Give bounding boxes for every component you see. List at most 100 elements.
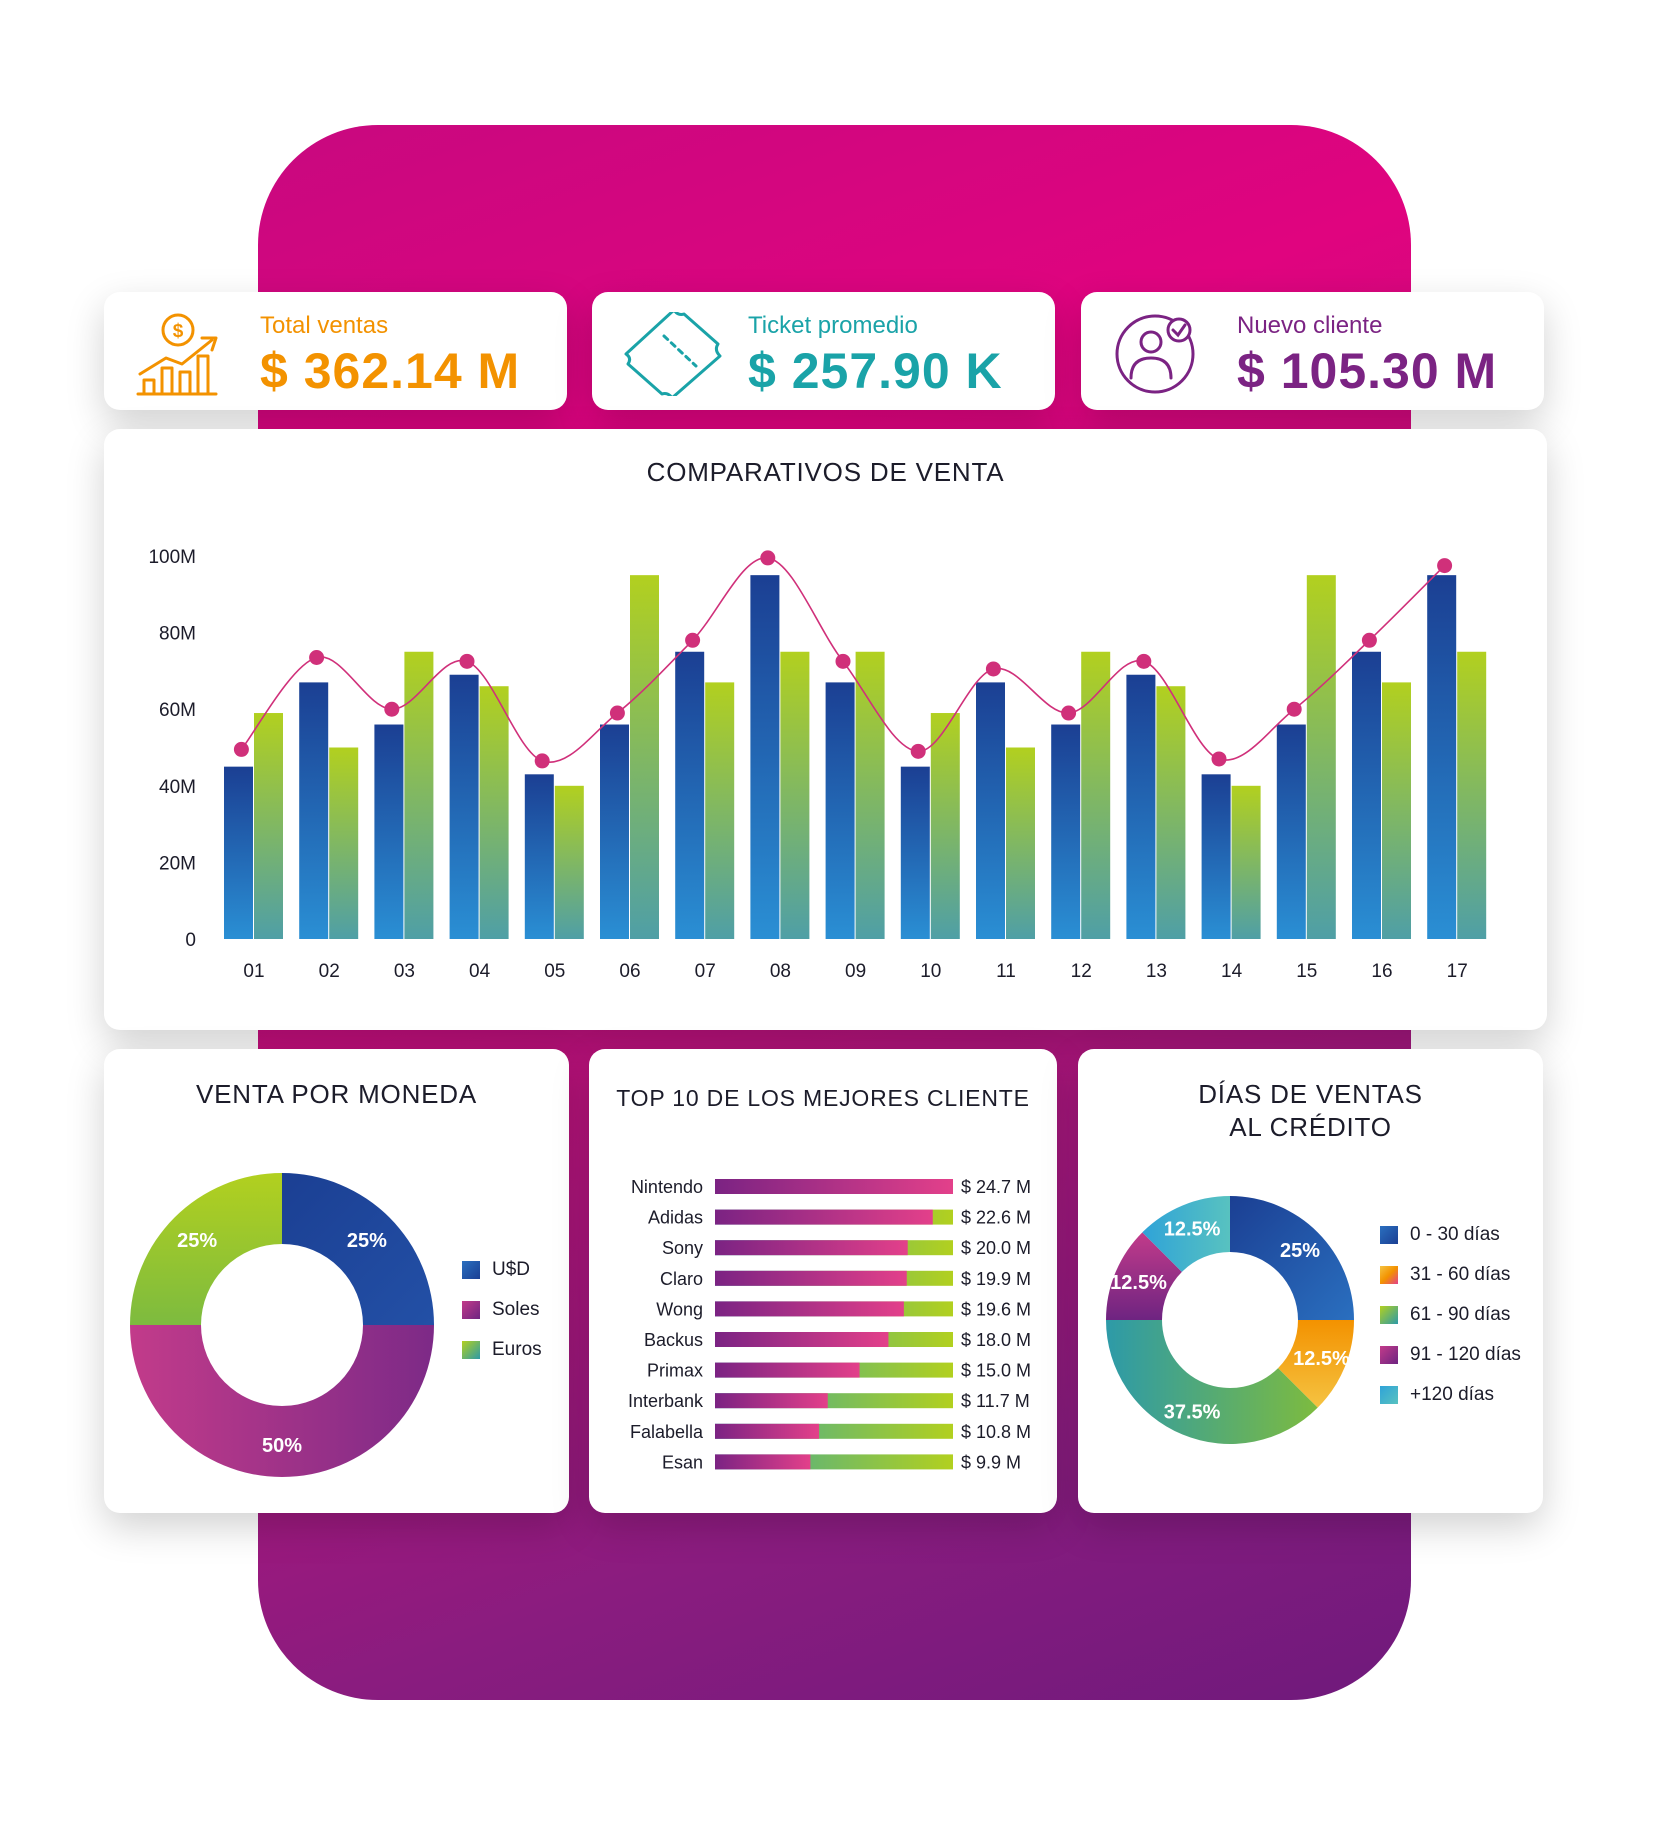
client-bar xyxy=(715,1270,907,1286)
bar-series-1 xyxy=(675,651,705,939)
x-tick-label: 03 xyxy=(394,961,415,982)
bar-series-1 xyxy=(224,766,253,939)
y-tick-label: 0 xyxy=(185,930,196,951)
legend-label: +120 días xyxy=(1410,1384,1494,1405)
dias-slice xyxy=(1278,1320,1354,1408)
client-bar xyxy=(715,1332,889,1347)
trend-point xyxy=(1211,751,1227,767)
legend-swatch xyxy=(1380,1226,1398,1244)
moneda-value-label: 25% xyxy=(177,1230,217,1252)
x-tick-label: 07 xyxy=(695,961,716,982)
moneda-slice xyxy=(130,1173,282,1325)
y-tick-label: 40M xyxy=(159,777,196,798)
bar-series-1 xyxy=(1427,575,1457,939)
client-name: Wong xyxy=(656,1299,703,1319)
bar-series-2 xyxy=(1306,575,1336,939)
bar-series-2 xyxy=(1457,651,1487,939)
dias-slice xyxy=(1142,1196,1230,1272)
kpi-value: $ 257.90 K xyxy=(748,343,1003,399)
y-tick-label: 80M xyxy=(159,624,196,645)
trend-point xyxy=(309,649,325,665)
legend-swatch xyxy=(1380,1346,1398,1364)
dias-slice xyxy=(1230,1196,1354,1320)
client-bar xyxy=(715,1179,953,1194)
bar-series-1 xyxy=(524,774,554,939)
kpi-card-total-ventas: $ Total ventas $ 362.14 M xyxy=(104,292,567,410)
trend-point xyxy=(459,653,475,669)
trend-point xyxy=(1286,701,1302,717)
client-value: $ 9.9 M xyxy=(961,1452,1021,1472)
client-value: $ 10.8 M xyxy=(961,1422,1031,1442)
dias-slice xyxy=(1106,1320,1318,1444)
client-bar xyxy=(715,1301,904,1317)
dias-value-label: 12.5% xyxy=(1293,1348,1350,1370)
legend-label: 31 - 60 días xyxy=(1410,1264,1511,1285)
dias-credito-card: DÍAS DE VENTAS AL CRÉDITO 25% 12.5% 37.5% 1… xyxy=(1078,1049,1543,1513)
bar-series-1 xyxy=(1051,724,1081,939)
x-tick-label: 01 xyxy=(243,961,264,982)
legend-swatch xyxy=(462,1261,480,1279)
bar-series-2 xyxy=(1156,686,1186,939)
trend-point xyxy=(384,701,400,717)
new-client-icon xyxy=(1115,314,1195,394)
client-name: Claro xyxy=(660,1269,703,1289)
trend-point xyxy=(534,753,550,769)
comparativos-chart: 0 20M 40M 60M 80M 100M 01 02 03 04 05 06 07 08 09 10 11 1… xyxy=(148,547,1487,982)
bar-series-2 xyxy=(479,686,509,939)
bar-series-1 xyxy=(374,724,404,939)
bar-series-2 xyxy=(554,785,584,939)
client-bar xyxy=(715,1209,933,1225)
chart-title: VENTA POR MONEDA xyxy=(195,1079,478,1109)
client-value: $ 18.0 M xyxy=(961,1330,1031,1350)
x-tick-label: 15 xyxy=(1296,961,1317,982)
chart-title: DÍAS DE VENTAS xyxy=(1198,1079,1423,1109)
y-tick-label: 20M xyxy=(159,853,196,874)
sales-growth-icon: $ xyxy=(136,313,218,396)
moneda-slice xyxy=(130,1325,434,1477)
top10-chart: Nintendo $ 24.7 M Adidas $ 22.6 M Sony $ 20.0… xyxy=(628,1177,1031,1472)
client-value: $ 20.0 M xyxy=(961,1238,1031,1258)
kpi-value: $ 105.30 M xyxy=(1237,343,1498,399)
dias-credito-donut: 25% 12.5% 37.5% 12.5% 12.5% xyxy=(1106,1196,1354,1444)
kpi-card-ticket-promedio: Ticket promedio $ 257.90 K xyxy=(592,292,1055,410)
x-tick-label: 06 xyxy=(619,961,640,982)
legend-item: 31 - 60 días xyxy=(1380,1255,1521,1295)
x-tick-label: 14 xyxy=(1221,961,1243,982)
legend-swatch xyxy=(1380,1306,1398,1324)
trend-point xyxy=(1361,632,1377,648)
legend-label: 0 - 30 días xyxy=(1410,1224,1500,1245)
legend-label: 61 - 90 días xyxy=(1410,1304,1511,1325)
legend-item: Soles xyxy=(462,1290,542,1330)
bar-series-1 xyxy=(449,674,479,939)
x-tick-label: 13 xyxy=(1146,961,1167,982)
client-bar xyxy=(715,1393,828,1409)
client-value: $ 22.6 M xyxy=(961,1208,1031,1228)
trend-point xyxy=(685,632,701,648)
client-value: $ 19.6 M xyxy=(961,1299,1031,1319)
bar-series-2 xyxy=(1081,651,1111,939)
legend-label: Soles xyxy=(492,1299,540,1320)
y-tick-label: 100M xyxy=(148,547,196,568)
client-value: $ 24.7 M xyxy=(961,1177,1031,1197)
x-tick-label: 05 xyxy=(544,961,565,982)
venta-moneda-card: VENTA POR MONEDA 25% 50% 25% U$D Soles Eur… xyxy=(104,1049,569,1513)
bar-series-2 xyxy=(1231,785,1261,939)
comparativos-card: COMPARATIVOS DE VENTA 0 20M 40M 60M 80M 100M 0… xyxy=(104,429,1547,1030)
client-name: Sony xyxy=(662,1238,703,1258)
legend-swatch xyxy=(462,1341,480,1359)
legend-swatch xyxy=(462,1301,480,1319)
bar-series-1 xyxy=(1126,674,1156,939)
bar-series-2 xyxy=(705,682,735,939)
x-tick-label: 02 xyxy=(319,961,340,982)
client-bar xyxy=(715,1454,811,1470)
dias-value-label: 37.5% xyxy=(1164,1401,1221,1423)
trend-point xyxy=(760,550,776,566)
legend-item: 91 - 120 días xyxy=(1380,1335,1521,1375)
x-tick-label: 16 xyxy=(1371,961,1392,982)
chart-title: COMPARATIVOS DE VENTA xyxy=(646,457,1005,487)
trend-point xyxy=(1136,653,1152,669)
legend-item: U$D xyxy=(462,1250,542,1290)
x-tick-label: 09 xyxy=(845,961,866,982)
x-tick-label: 04 xyxy=(469,961,491,982)
client-value: $ 19.9 M xyxy=(961,1269,1031,1289)
